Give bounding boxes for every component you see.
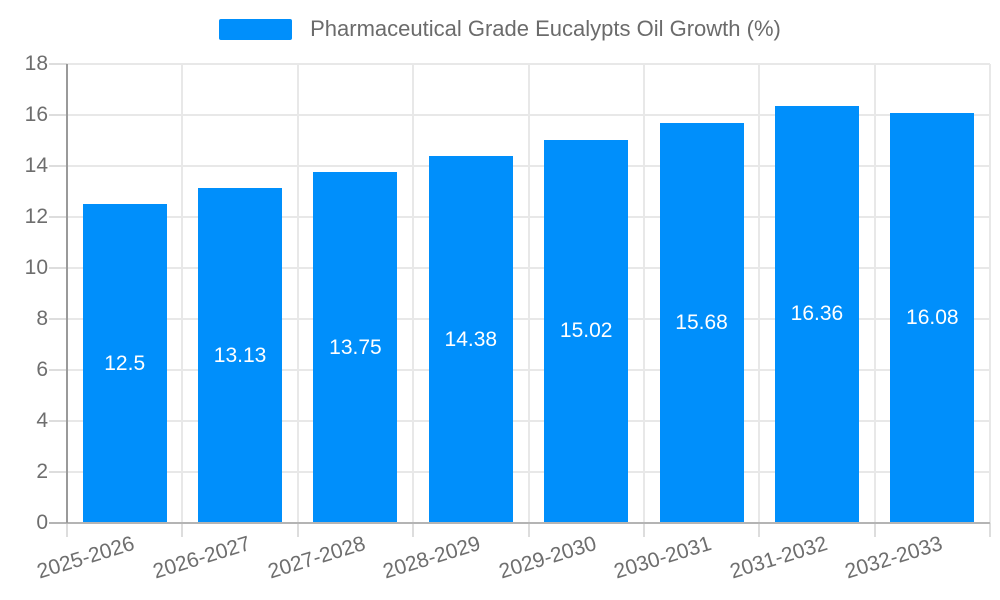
y-tick-label: 10 — [24, 256, 48, 279]
legend-label: Pharmaceutical Grade Eucalypts Oil Growt… — [310, 16, 781, 41]
y-tick-label: 18 — [24, 52, 48, 75]
x-gridline — [296, 64, 299, 523]
y-tick-label: 2 — [36, 460, 48, 483]
x-axis-label: 2032-2033 — [842, 532, 946, 584]
x-axis-label: 2027-2028 — [265, 532, 369, 584]
bar[interactable] — [659, 123, 744, 523]
y-axis-tick — [49, 114, 67, 116]
y-axis-line — [66, 64, 68, 523]
x-gridline — [412, 64, 415, 523]
x-axis-label: 2031-2032 — [726, 532, 830, 584]
y-axis-tick — [49, 267, 67, 269]
x-axis-label: 2026-2027 — [150, 532, 253, 584]
bar-value-label: 14.38 — [444, 327, 498, 351]
x-axis-tick — [66, 523, 68, 537]
x-gridline — [181, 64, 184, 523]
x-axis-tick — [527, 523, 530, 537]
x-axis-tick — [873, 523, 876, 537]
x-axis-tick — [758, 523, 761, 537]
y-axis-tick — [49, 471, 67, 473]
y-tick-label: 8 — [36, 307, 48, 330]
bar[interactable] — [198, 188, 283, 523]
x-axis-tick — [181, 523, 184, 537]
x-axis-label: 2029-2030 — [496, 532, 599, 584]
x-axis-label: 2028-2029 — [380, 532, 484, 584]
y-tick-label: 14 — [24, 154, 48, 177]
y-axis-tick — [49, 420, 67, 422]
bar[interactable] — [890, 112, 975, 523]
legend-item[interactable]: Pharmaceutical Grade Eucalypts Oil Growt… — [0, 16, 1000, 42]
y-tick-label: 6 — [36, 358, 48, 381]
x-axis-tick — [412, 523, 415, 537]
y-axis-tick — [49, 369, 67, 371]
x-axis-tick — [296, 523, 299, 537]
bar-value-label: 13.13 — [213, 343, 267, 367]
x-axis-tick — [989, 523, 991, 537]
bar-value-label: 16.36 — [790, 302, 844, 326]
y-tick-label: 4 — [36, 409, 48, 432]
bar-value-label: 16.08 — [906, 305, 959, 329]
x-axis-tick — [642, 523, 645, 537]
bar-value-label: 15.02 — [559, 319, 613, 343]
y-axis-tick — [49, 318, 67, 320]
bar[interactable] — [313, 172, 398, 523]
bar[interactable] — [428, 156, 513, 523]
bar-value-label: 15.68 — [675, 311, 728, 335]
bar[interactable] — [544, 139, 629, 523]
x-gridline — [873, 64, 876, 523]
bar[interactable] — [82, 204, 167, 523]
x-gridline — [758, 64, 761, 523]
x-axis-label: 2030-2031 — [611, 532, 715, 584]
x-axis-line — [49, 522, 990, 524]
x-gridline — [989, 64, 991, 523]
bar[interactable] — [774, 105, 859, 523]
y-tick-label: 0 — [36, 511, 48, 534]
x-axis-label: 2025-2026 — [34, 532, 138, 584]
y-tick-label: 16 — [24, 103, 48, 126]
x-gridline — [642, 64, 645, 523]
bar-value-label: 12.5 — [104, 351, 146, 375]
y-axis-tick — [49, 216, 67, 218]
y-tick-label: 12 — [24, 205, 48, 228]
bar-value-label: 13.75 — [329, 335, 382, 359]
y-axis-tick — [49, 165, 67, 167]
y-axis-tick — [49, 63, 67, 65]
x-gridline — [527, 64, 530, 523]
legend-swatch-icon — [219, 18, 293, 40]
